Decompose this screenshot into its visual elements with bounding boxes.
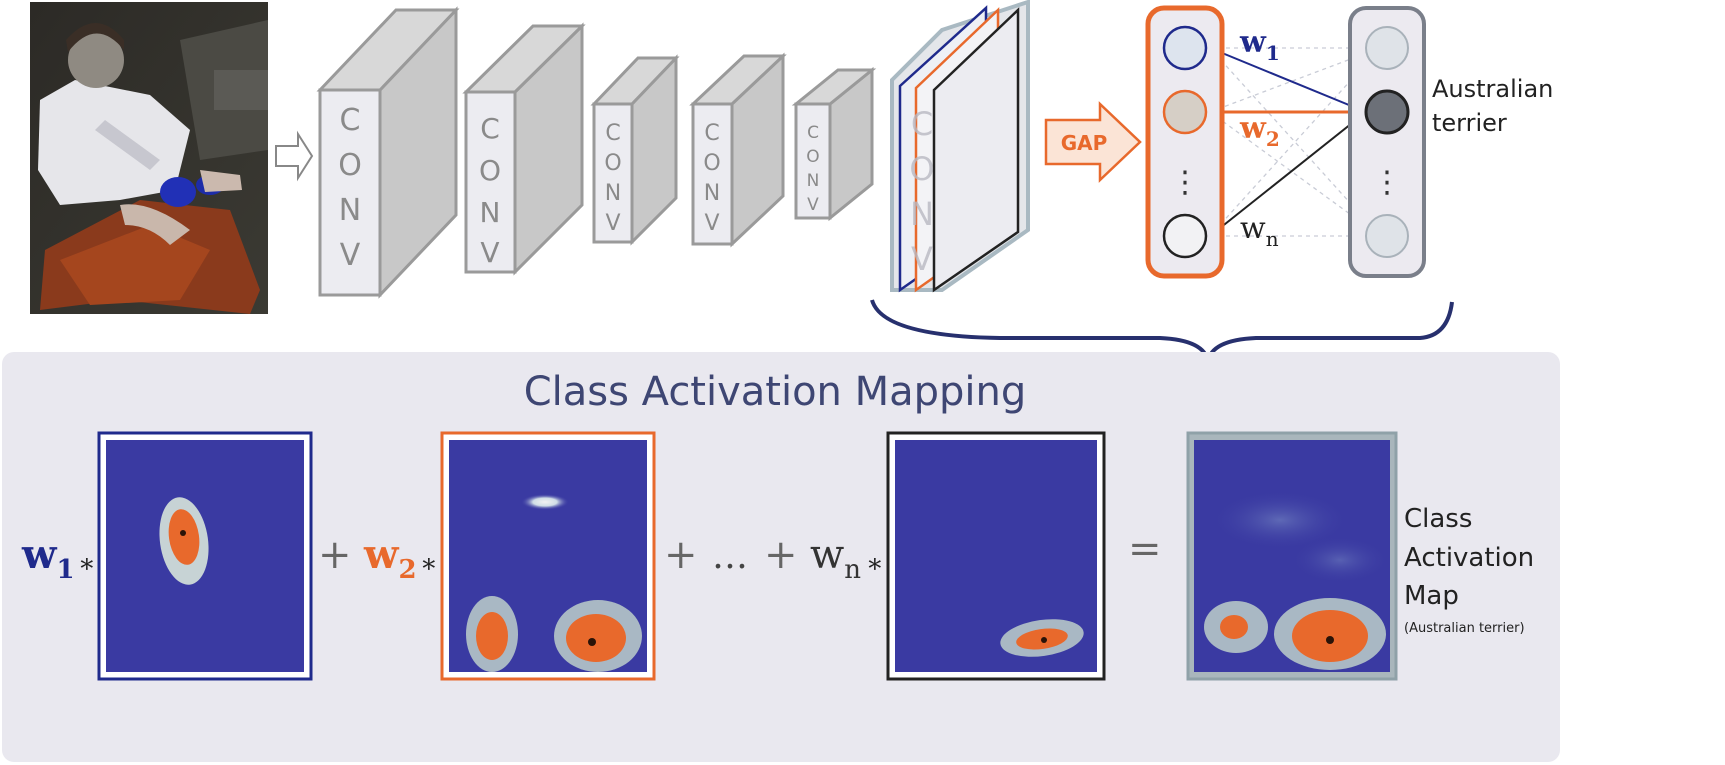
gap-node-column: ⋮ bbox=[1145, 5, 1225, 279]
output-node-1 bbox=[1365, 26, 1409, 70]
cam-term-w2: w2 bbox=[363, 531, 417, 585]
conv-1-letter-n: N bbox=[339, 193, 361, 228]
gap-node-1 bbox=[1162, 25, 1208, 71]
fc-weight-w2-sym: w bbox=[1239, 111, 1267, 146]
cam-term-w2-sub: 2 bbox=[398, 555, 416, 585]
cam-term-wn: wn bbox=[810, 532, 861, 585]
fc-weight-wn-sym: w bbox=[1240, 211, 1266, 246]
conv-1-letter-v: V bbox=[340, 238, 361, 273]
cam-equals: = bbox=[1128, 526, 1162, 572]
conv-block-5: C O N V bbox=[791, 66, 877, 222]
class-label-line2: terrier bbox=[1432, 109, 1507, 137]
result-label-line2: Activation bbox=[1404, 543, 1534, 573]
conv-block-2: C O N V bbox=[462, 22, 586, 276]
conv-4-letter-v: V bbox=[704, 211, 719, 236]
conv-1-letter-c: C bbox=[340, 103, 361, 138]
conv-last-letter-n: N bbox=[910, 195, 934, 233]
conv-block-3: C O N V bbox=[590, 54, 680, 246]
gap-node-ellipsis: ⋮ bbox=[1170, 165, 1200, 200]
cam-term-wn-sym: w bbox=[810, 532, 844, 578]
conv-4-letter-o: O bbox=[703, 151, 720, 176]
conv-2-letter-n: N bbox=[480, 196, 501, 229]
gap-node-2 bbox=[1162, 89, 1208, 135]
conv-5-letter-o: O bbox=[806, 147, 819, 167]
conv-last-letter-v: V bbox=[911, 240, 933, 278]
conv-3-letter-v: V bbox=[605, 211, 620, 236]
conv-5-letter-c: C bbox=[807, 123, 819, 143]
conv-2-letter-v: V bbox=[480, 236, 499, 269]
input-photo bbox=[30, 2, 268, 314]
fc-edge-wn bbox=[1209, 111, 1367, 237]
conv-2-letter-o: O bbox=[479, 154, 501, 187]
conv-last-letter-c: C bbox=[911, 105, 933, 143]
cam-term-w2-sym: w bbox=[363, 531, 400, 578]
conv-2-letter-c: C bbox=[480, 112, 500, 145]
cam-panel bbox=[2, 352, 1560, 762]
output-node-n bbox=[1365, 214, 1409, 258]
heatmap-1 bbox=[97, 431, 313, 681]
conv-block-last: C O N V bbox=[890, 0, 1030, 293]
output-node-ellipsis: ⋮ bbox=[1372, 165, 1402, 200]
cam-plus-2: + bbox=[664, 532, 698, 578]
cam-term-w1: w1 bbox=[21, 531, 75, 585]
cam-plus-3: + bbox=[764, 532, 798, 578]
cam-title: Class Activation Mapping bbox=[524, 369, 1027, 415]
result-label-line1: Class bbox=[1404, 504, 1472, 534]
conv-4-letter-c: C bbox=[704, 121, 719, 146]
output-node-column: ⋮ bbox=[1348, 6, 1426, 278]
conv-last-letter-o: O bbox=[909, 150, 934, 188]
fc-weight-w1-sub: 1 bbox=[1266, 41, 1280, 65]
gap-node-n bbox=[1162, 213, 1208, 259]
conv-1-letter-o: O bbox=[338, 148, 362, 183]
fc-edge-w1 bbox=[1209, 47, 1367, 113]
result-label-line3: Map bbox=[1404, 581, 1459, 611]
gap-arrow: GAP bbox=[1044, 101, 1142, 183]
fc-weight-wn-sub: n bbox=[1266, 227, 1279, 251]
conv-3-letter-o: O bbox=[604, 151, 621, 176]
cam-term-w1-sub: 1 bbox=[56, 555, 74, 585]
cam-term-wn-op: ∗ bbox=[866, 549, 884, 579]
cam-ellipsis: … bbox=[712, 536, 748, 577]
cam-term-w1-op: ∗ bbox=[78, 549, 96, 579]
cam-plus-1: + bbox=[318, 532, 352, 578]
cam-term-w1-sym: w bbox=[21, 531, 58, 578]
conv-3-letter-c: C bbox=[605, 121, 620, 146]
heatmap-2 bbox=[440, 431, 656, 681]
input-arrow bbox=[275, 130, 314, 182]
result-sublabel: (Australian terrier) bbox=[1404, 621, 1525, 636]
heatmap-result bbox=[1186, 431, 1398, 681]
conv-block-4: C O N V bbox=[689, 52, 787, 248]
conv-5-letter-n: N bbox=[807, 171, 820, 191]
conv-5-letter-v: V bbox=[807, 195, 819, 215]
conv-block-1: C O N V bbox=[316, 6, 460, 299]
cam-term-w2-op: ∗ bbox=[420, 549, 438, 579]
heatmap-n bbox=[886, 431, 1106, 681]
fc-weight-w1-sym: w bbox=[1239, 25, 1267, 60]
cam-term-wn-sub: n bbox=[844, 555, 861, 585]
fc-weight-wn: wn bbox=[1240, 211, 1279, 251]
gap-label: GAP bbox=[1061, 131, 1108, 155]
fc-weight-w2: w2 bbox=[1239, 111, 1280, 151]
conv-3-letter-n: N bbox=[605, 181, 621, 206]
conv-4-letter-n: N bbox=[704, 181, 720, 206]
output-node-australian-terrier bbox=[1364, 89, 1410, 135]
fc-weight-w2-sub: 2 bbox=[1266, 127, 1280, 151]
feature-map-black bbox=[932, 7, 1020, 293]
class-label-line1: Australian bbox=[1432, 75, 1553, 103]
fc-weight-w1: w1 bbox=[1239, 25, 1280, 65]
